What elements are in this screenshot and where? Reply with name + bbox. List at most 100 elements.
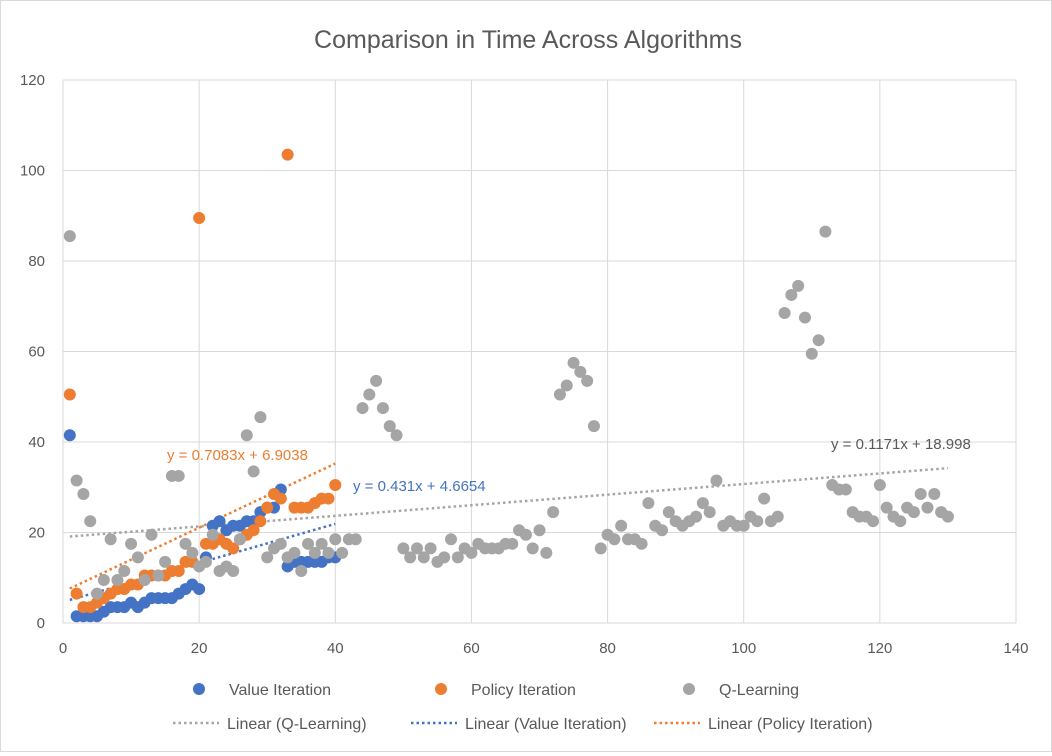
point-q-learning: [104, 533, 117, 546]
point-q-learning: [785, 288, 798, 301]
point-q-learning: [792, 279, 805, 292]
point-q-learning: [383, 420, 396, 433]
point-q-learning: [778, 307, 791, 320]
y-tick-label: 120: [20, 72, 45, 89]
x-tick-label: 20: [191, 640, 208, 657]
point-q-learning: [179, 537, 192, 550]
point-q-learning: [696, 497, 709, 510]
point-q-learning: [70, 474, 83, 487]
x-tick-label: 0: [59, 640, 67, 657]
point-q-learning: [308, 546, 321, 559]
x-tick-label: 120: [867, 640, 892, 657]
point-q-learning: [445, 533, 458, 546]
legend-marker: [435, 683, 447, 695]
point-q-learning: [159, 555, 172, 568]
x-tick-label: 100: [731, 640, 756, 657]
point-q-learning: [417, 551, 430, 564]
legend-item-policy-iteration: Policy Iteration: [435, 682, 576, 699]
point-q-learning: [145, 528, 158, 541]
legend-label: Policy Iteration: [471, 682, 576, 699]
equation-linear-q-learning-: y = 0.1171x + 18.998: [831, 436, 971, 453]
point-q-learning: [227, 564, 240, 577]
y-tick-label: 60: [28, 344, 45, 361]
x-tick-label: 80: [599, 640, 616, 657]
y-tick-label: 40: [28, 434, 45, 451]
point-q-learning: [438, 551, 451, 564]
point-q-learning: [397, 542, 410, 555]
point-q-learning: [118, 564, 131, 577]
point-q-learning: [587, 420, 600, 433]
point-policy-iteration: [172, 564, 185, 577]
point-q-learning: [404, 551, 417, 564]
point-q-learning: [839, 483, 852, 496]
trendline-equations: y = 0.1171x + 18.998 y = 0.431x + 4.6654 y…: [167, 436, 971, 495]
point-policy-iteration: [63, 388, 76, 401]
legend-item-linear-value-iteration-: Linear (Value Iteration): [411, 716, 627, 733]
point-q-learning: [921, 501, 934, 514]
legend: Value Iteration Policy Iteration Q-Learnin…: [173, 682, 873, 733]
point-q-learning: [540, 546, 553, 559]
point-q-learning: [506, 537, 519, 550]
legend-marker: [683, 683, 695, 695]
point-q-learning: [519, 528, 532, 541]
point-policy-iteration: [261, 501, 274, 514]
legend-label: Value Iteration: [229, 682, 331, 699]
point-q-learning: [526, 542, 539, 555]
point-q-learning: [206, 528, 219, 541]
point-q-learning: [274, 537, 287, 550]
point-policy-iteration: [193, 212, 206, 225]
point-q-learning: [635, 537, 648, 550]
x-tick-label: 60: [463, 640, 480, 657]
point-q-learning: [97, 574, 110, 587]
data-points: [63, 148, 954, 623]
point-q-learning: [125, 537, 138, 550]
point-policy-iteration: [254, 515, 267, 528]
point-q-learning: [336, 546, 349, 559]
point-q-learning: [363, 388, 376, 401]
legend-label: Linear (Policy Iteration): [708, 716, 873, 733]
point-q-learning: [805, 347, 818, 360]
point-q-learning: [451, 551, 464, 564]
y-tick-label: 80: [28, 253, 45, 270]
y-tick-label: 100: [20, 163, 45, 180]
point-q-learning: [302, 537, 315, 550]
point-q-learning: [771, 510, 784, 523]
point-q-learning: [77, 488, 90, 501]
point-q-learning: [390, 429, 403, 442]
point-q-learning: [254, 411, 267, 424]
point-q-learning: [594, 542, 607, 555]
point-q-learning: [867, 515, 880, 528]
point-q-learning: [186, 546, 199, 559]
y-tick-label: 20: [28, 525, 45, 542]
point-q-learning: [111, 574, 124, 587]
point-q-learning: [233, 533, 246, 546]
trendlines: [69, 462, 949, 602]
equation-linear-value-iteration-: y = 0.431x + 4.6654: [353, 478, 486, 495]
legend-label: Linear (Q-Learning): [227, 716, 367, 733]
point-q-learning: [642, 497, 655, 510]
point-q-learning: [819, 225, 832, 238]
point-q-learning: [581, 374, 594, 387]
point-q-learning: [349, 533, 362, 546]
point-q-learning: [84, 515, 97, 528]
point-q-learning: [172, 469, 185, 482]
point-q-learning: [928, 488, 941, 501]
point-q-learning: [710, 474, 723, 487]
point-value-iteration: [193, 583, 206, 596]
point-q-learning: [737, 519, 750, 532]
point-q-learning: [914, 488, 927, 501]
point-value-iteration: [213, 515, 226, 528]
point-q-learning: [247, 465, 260, 478]
trendline-linear-q-learning-: [69, 466, 949, 538]
point-q-learning: [199, 555, 212, 568]
point-q-learning: [315, 537, 328, 550]
point-q-learning: [329, 533, 342, 546]
series-value-iteration: [63, 429, 342, 623]
legend-item-value-iteration: Value Iteration: [193, 682, 331, 699]
point-q-learning: [690, 510, 703, 523]
point-q-learning: [533, 524, 546, 537]
gridlines: [62, 79, 1017, 624]
legend-label: Q-Learning: [719, 682, 799, 699]
